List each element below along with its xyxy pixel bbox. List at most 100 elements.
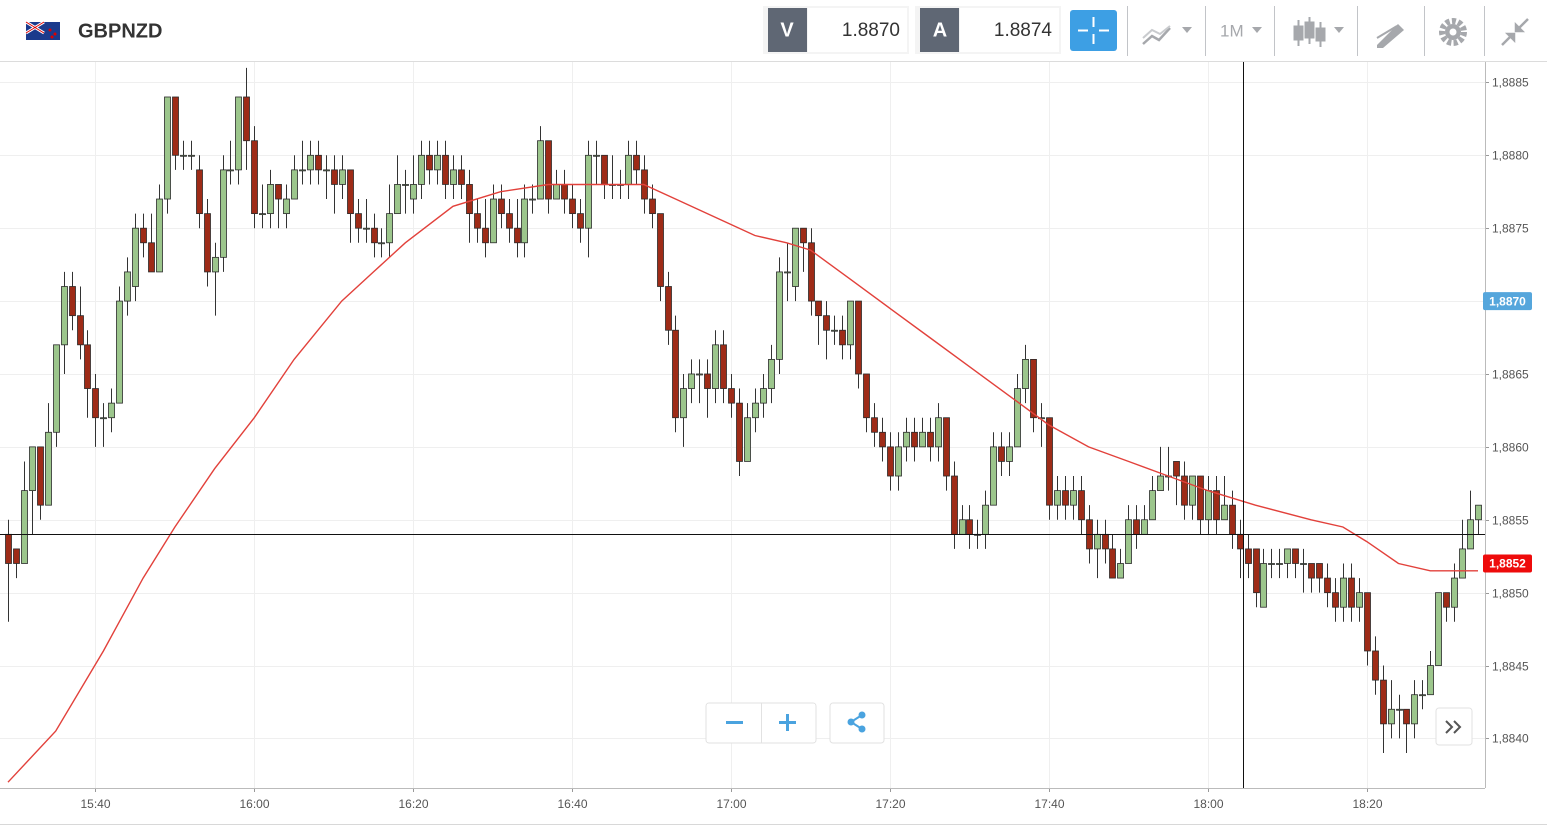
candle-body (1237, 533, 1244, 550)
candle-body (204, 213, 211, 273)
candle-body (792, 227, 799, 287)
ask-button[interactable] (920, 8, 959, 52)
price-tag-label: 1,8852 (1489, 557, 1526, 571)
candle-body (363, 227, 370, 230)
settings-button[interactable] (1439, 18, 1467, 46)
candle-body (1411, 694, 1418, 725)
candle-body (426, 154, 433, 171)
candle-body (672, 329, 679, 419)
zoom-out-button[interactable] (707, 704, 761, 742)
candle-body (196, 169, 203, 215)
candle-body (275, 184, 282, 200)
candle-body (1149, 490, 1156, 521)
candle-body (5, 533, 12, 564)
candle-body (1245, 548, 1252, 564)
candle-body (1300, 563, 1307, 565)
candle-body (688, 373, 695, 389)
candle-body (1213, 490, 1220, 521)
candle-body (1356, 592, 1363, 608)
candle-body (768, 358, 775, 389)
candle-body (116, 300, 123, 404)
candle-body (1308, 563, 1315, 579)
collapse-button[interactable] (1501, 18, 1529, 46)
candle-body (77, 315, 84, 346)
candle-body (466, 184, 473, 215)
candle-body (1022, 358, 1029, 389)
candle-body (172, 96, 179, 156)
x-tick-label: 17:20 (875, 797, 905, 811)
zoom-in-button[interactable] (762, 704, 815, 742)
y-tick-label: 1,8880 (1492, 149, 1529, 163)
candle-body (1157, 475, 1164, 492)
candle-body (593, 154, 600, 157)
chart-type-button[interactable] (1142, 25, 1192, 45)
candle-body (1070, 490, 1077, 506)
candle-body (1388, 708, 1395, 725)
candle-body (100, 417, 107, 420)
candle-body (625, 154, 632, 185)
draw-tool-button[interactable] (1376, 24, 1404, 48)
timeframe-button[interactable]: 1M (1220, 21, 1262, 40)
candle-body (1443, 592, 1450, 608)
y-tick-label: 1,8850 (1492, 587, 1529, 601)
candle-body (53, 344, 60, 433)
crosshair-button[interactable] (1070, 10, 1117, 51)
candle-body (259, 213, 266, 216)
candle-body (474, 213, 481, 229)
candle-body (633, 154, 640, 171)
bid-button[interactable] (768, 8, 807, 52)
candle-body (855, 300, 862, 375)
candle-body (1054, 490, 1061, 506)
candle-body (776, 271, 783, 360)
candle-body (164, 96, 171, 200)
candle-body (355, 213, 362, 229)
candle-body (1419, 694, 1426, 697)
candle-body (1260, 563, 1267, 608)
candle-body (323, 169, 330, 172)
candle-body (951, 475, 958, 535)
candle-body (990, 446, 997, 506)
candle-body (704, 373, 711, 389)
ask-label: A (933, 19, 947, 41)
x-tick-label: 16:20 (398, 797, 428, 811)
candle-body (577, 213, 584, 229)
scroll-right-button[interactable] (1435, 707, 1473, 746)
candle-body (188, 154, 195, 157)
bid-label: V (780, 19, 794, 41)
candle-body (1094, 533, 1101, 550)
header: GBPNZD V 1.8870 A 1.8874 1M (0, 6, 1547, 62)
bid-price: 1.8870 (842, 20, 900, 41)
candle-body (1102, 533, 1109, 550)
ask-box (960, 8, 1059, 52)
candle-body (1253, 548, 1260, 594)
candle-body (879, 431, 886, 448)
bid-box (808, 8, 907, 52)
y-tick-label: 1,8845 (1492, 660, 1529, 674)
candle-body (482, 227, 489, 244)
ask-price: 1.8874 (994, 20, 1053, 41)
y-tick-label: 1,8860 (1492, 441, 1529, 455)
x-tick-label: 15:40 (80, 797, 110, 811)
candle-body (1006, 446, 1013, 462)
candle-body (927, 431, 934, 448)
candle-style-button[interactable] (1293, 17, 1344, 47)
candle-body (1427, 665, 1434, 696)
candle-body (1078, 490, 1085, 521)
candle-body (1459, 548, 1466, 579)
candle-body (61, 286, 68, 346)
candle-body (243, 96, 250, 142)
candle-body (553, 184, 560, 200)
candle-body (657, 213, 664, 287)
candle-body (180, 154, 187, 157)
candle-body (919, 431, 926, 448)
candle-body (291, 169, 298, 200)
candle-body (458, 169, 465, 185)
y-tick-label: 1,8840 (1492, 732, 1529, 746)
candle-body (498, 198, 505, 215)
share-button[interactable] (829, 702, 885, 744)
candle-body (267, 184, 274, 215)
x-tick-label: 16:40 (557, 797, 587, 811)
candle-body (847, 300, 854, 346)
